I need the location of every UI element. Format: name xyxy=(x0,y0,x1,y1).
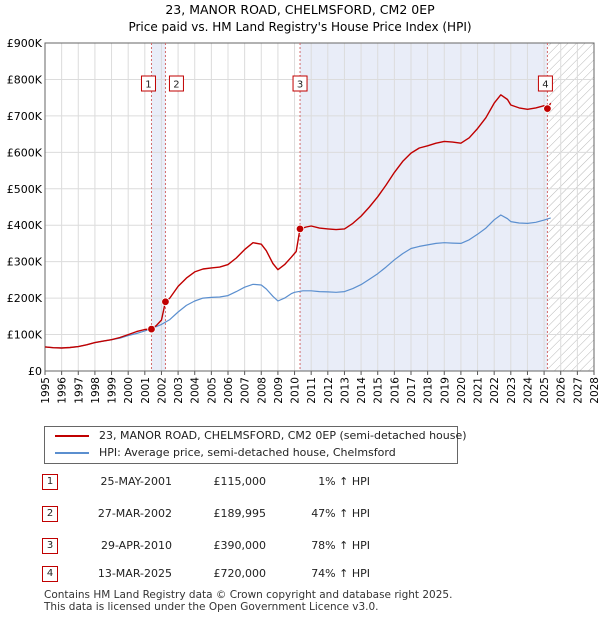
table-row: 3 29-APR-2010 £390,000 78% ↑ HPI xyxy=(0,538,600,556)
sale-price: £390,000 xyxy=(213,539,267,552)
y-tick-label: £600K xyxy=(7,146,43,159)
x-tick-label: 2027 xyxy=(572,377,584,404)
x-tick-label: 2019 xyxy=(439,377,451,404)
x-tick-label: 2002 xyxy=(156,377,168,404)
sale-price: £189,995 xyxy=(213,507,267,520)
x-tick-label: 2001 xyxy=(140,377,152,404)
sale-label-text: 3 xyxy=(297,80,303,91)
y-tick-label: £0 xyxy=(28,365,42,378)
chart-legend: 23, MANOR ROAD, CHELMSFORD, CM2 0EP (sem… xyxy=(44,426,467,464)
sale-label-box xyxy=(168,75,184,92)
x-tick-label: 2000 xyxy=(123,377,135,404)
sale-date: 29-APR-2010 xyxy=(100,539,172,552)
table-row: 4 13-MAR-2025 £720,000 74% ↑ HPI xyxy=(0,566,600,584)
legend-label-property: 23, MANOR ROAD, CHELMSFORD, CM2 0EP (sem… xyxy=(99,429,467,442)
sale-date: 25-MAY-2001 xyxy=(100,475,172,488)
x-tick-label: 2015 xyxy=(373,377,385,404)
sale-label-text: 1 xyxy=(145,80,151,91)
hpi-line xyxy=(44,214,551,349)
x-tick-label: 2007 xyxy=(240,377,252,404)
sale-point xyxy=(295,224,305,234)
sale-date: 27-MAR-2002 xyxy=(97,507,172,520)
sale-badge: 2 xyxy=(42,506,58,522)
x-tick-label: 2024 xyxy=(522,377,534,404)
x-tick-label: 2014 xyxy=(356,377,368,404)
x-tick-label: 1996 xyxy=(57,377,69,404)
sale-label-text: 2 xyxy=(173,80,179,91)
x-tick-label: 1999 xyxy=(107,377,119,404)
x-tick-label: 1997 xyxy=(73,377,85,404)
x-tick-label: 2012 xyxy=(323,377,335,404)
plot-frame xyxy=(44,42,595,372)
y-tick-label: £100K xyxy=(7,329,43,342)
chart-subtitle: Price paid vs. HM Land Registry's House … xyxy=(128,20,471,34)
chart-title: 23, MANOR ROAD, CHELMSFORD, CM2 0EP xyxy=(165,2,435,17)
ownership-period-shade xyxy=(300,43,548,371)
y-tick-label: £200K xyxy=(7,292,43,305)
legend-swatch-property xyxy=(55,435,89,437)
x-tick-label: 2023 xyxy=(506,377,518,404)
footer: Contains HM Land Registry data © Crown c… xyxy=(44,589,452,613)
x-tick-label: 2020 xyxy=(456,377,468,404)
footer-copyright: Contains HM Land Registry data © Crown c… xyxy=(44,589,453,601)
x-tick-label: 2022 xyxy=(489,377,501,404)
sale-point xyxy=(161,297,170,306)
legend-swatch-hpi xyxy=(55,452,89,454)
y-tick-label: £300K xyxy=(7,256,43,269)
y-tick-label: £500K xyxy=(7,183,43,196)
legend-label-hpi: HPI: Average price, semi-detached house,… xyxy=(99,446,396,459)
x-tick-label: 2004 xyxy=(190,377,202,404)
x-tick-label: 2018 xyxy=(423,377,435,404)
x-tick-label: 2017 xyxy=(406,377,418,404)
x-tick-label: 1998 xyxy=(90,377,102,404)
y-tick-label: £800K xyxy=(7,73,43,86)
x-tick-label: 2003 xyxy=(173,377,185,404)
sale-badge: 3 xyxy=(42,538,58,554)
sale-price: £720,000 xyxy=(213,567,267,580)
x-tick-label: 2025 xyxy=(539,377,551,404)
x-tick-label: 2013 xyxy=(339,377,351,404)
price-chart: 23, MANOR ROAD, CHELMSFORD, CM2 0EP Pric… xyxy=(7,2,600,404)
x-tick-label: 2008 xyxy=(256,377,268,404)
sale-hpi-change: 47% ↑ HPI xyxy=(311,507,370,520)
x-tick-label: 2028 xyxy=(589,377,600,404)
sale-label-text: 4 xyxy=(542,80,548,91)
x-tick-label: 2011 xyxy=(306,377,318,404)
x-tick-label: 2005 xyxy=(206,377,218,404)
x-tick-label: 2010 xyxy=(290,377,302,404)
property-price-line xyxy=(44,94,552,349)
future-hatch xyxy=(548,43,594,371)
sale-point xyxy=(543,104,552,113)
x-tick-label: 2006 xyxy=(223,377,235,404)
sale-date: 13-MAR-2025 xyxy=(97,567,172,580)
table-row: 1 25-MAY-2001 £115,000 1% ↑ HPI xyxy=(0,474,600,492)
y-tick-label: £900K xyxy=(7,37,43,50)
sale-label-box xyxy=(140,75,156,92)
table-row: 2 27-MAR-2002 £189,995 47% ↑ HPI xyxy=(0,506,600,524)
sale-point xyxy=(147,324,156,334)
ownership-period-shade xyxy=(151,43,166,371)
sale-hpi-change: 78% ↑ HPI xyxy=(311,539,370,552)
x-tick-label: 2021 xyxy=(473,377,485,404)
footer-license: This data is licensed under the Open Gov… xyxy=(44,601,379,613)
sale-price: £115,000 xyxy=(213,475,267,488)
sale-badge: 4 xyxy=(42,566,58,582)
sale-badge: 1 xyxy=(42,474,58,490)
sale-label-box xyxy=(292,75,308,92)
y-tick-label: £400K xyxy=(7,219,43,232)
sale-label-box xyxy=(537,75,553,92)
x-tick-label: 2009 xyxy=(273,377,285,404)
sale-hpi-change: 74% ↑ HPI xyxy=(311,567,370,580)
sale-hpi-change: 1% ↑ HPI xyxy=(318,475,370,488)
x-tick-label: 1995 xyxy=(40,377,52,404)
x-tick-label: 2026 xyxy=(556,377,568,404)
x-tick-label: 2016 xyxy=(389,377,401,404)
y-tick-label: £700K xyxy=(7,110,43,123)
